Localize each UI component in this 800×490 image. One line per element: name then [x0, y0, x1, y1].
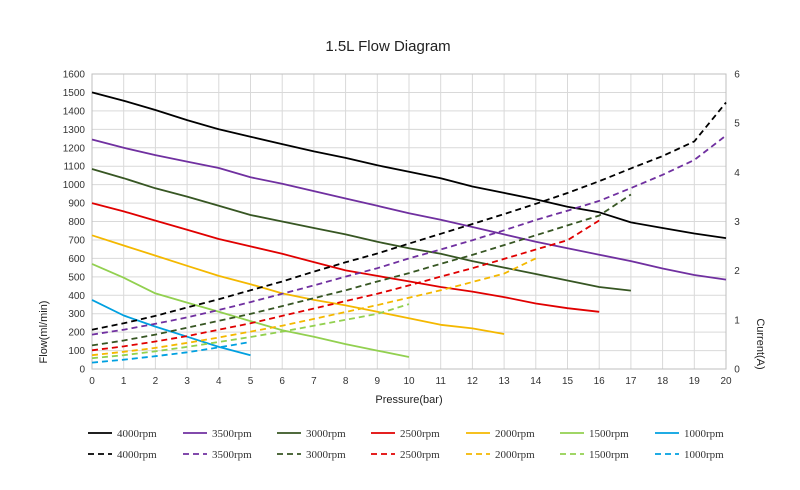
y-tick-label: 1300 [63, 125, 86, 136]
y-tick-label: 600 [68, 254, 85, 265]
x-tick-label: 18 [657, 376, 669, 387]
x-tick-label: 6 [279, 376, 285, 387]
legend-label: 2500rpm [400, 449, 440, 461]
flow-line-3000rpm [91, 168, 632, 292]
plot-border [91, 73, 727, 370]
x-tick-label: 0 [89, 376, 95, 387]
y2-axis-title: Current(A) [754, 318, 766, 369]
y-tick-label: 700 [68, 235, 85, 246]
current-line-4000rpm [91, 101, 727, 331]
chart-title: 1.5L Flow Diagram [325, 38, 450, 55]
legend-label: 1000rpm [684, 449, 724, 461]
flow-line-1500rpm [91, 263, 410, 358]
x-tick-label: 17 [625, 376, 637, 387]
x-tick-label: 9 [375, 376, 381, 387]
current-line-1500rpm [91, 303, 410, 360]
current-line-1000rpm [91, 341, 251, 364]
y-axis-title: Flow(ml/min) [38, 301, 50, 364]
x-axis-title: Pressure(bar) [375, 394, 442, 406]
y-tick-label: 500 [68, 272, 85, 283]
y-tick-label: 1100 [63, 162, 85, 173]
y2-tick-label: 6 [734, 70, 740, 81]
y2-tick-label: 3 [734, 217, 740, 228]
y-tick-label: 400 [68, 291, 85, 302]
y2-tick-label: 0 [734, 365, 740, 376]
flow-line-2000rpm [91, 234, 505, 335]
y-tick-label: 1600 [63, 70, 86, 81]
x-tick-label: 15 [562, 376, 574, 387]
current-line-2500rpm [91, 219, 600, 352]
y-tick-label: 100 [68, 346, 85, 357]
x-tick-label: 2 [153, 376, 159, 387]
legend-label: 4000rpm [117, 449, 157, 461]
x-tick-label: 10 [403, 376, 415, 387]
x-tick-label: 20 [720, 376, 732, 387]
legend-label: 2000rpm [495, 428, 535, 440]
x-tick-label: 16 [594, 376, 606, 387]
x-tick-label: 8 [343, 376, 349, 387]
y-tick-label: 1400 [63, 106, 86, 117]
y-tick-label: 1000 [63, 180, 86, 191]
y-tick-label: 900 [68, 199, 85, 210]
flow-line-2500rpm [91, 202, 600, 313]
y-tick-label: 800 [68, 217, 85, 228]
x-tick-label: 7 [311, 376, 317, 387]
legend-label: 3000rpm [306, 449, 346, 461]
y2-tick-label: 2 [734, 266, 740, 277]
x-tick-label: 14 [530, 376, 542, 387]
y-tick-label: 200 [68, 328, 85, 339]
x-tick-label: 4 [216, 376, 222, 387]
x-tick-label: 11 [436, 376, 447, 387]
y-tick-label: 1500 [63, 88, 86, 99]
x-tick-label: 5 [248, 376, 254, 387]
legend-label: 3500rpm [212, 428, 252, 440]
legend: 4000rpm 3500rpm 3000rpm 2500rpm 2000rpm 1500r… [88, 428, 724, 461]
series-group [91, 91, 727, 364]
legend-label: 1000rpm [684, 428, 724, 440]
axes: 0 1 2 3 4 5 6 7 8 9 10 11 12 13 14 15 16 17 18 19 2001002003… [63, 70, 740, 388]
x-tick-label: 12 [467, 376, 479, 387]
flow-line-4000rpm [91, 91, 727, 239]
legend-label: 1500rpm [589, 449, 629, 461]
x-tick-label: 1 [121, 376, 127, 387]
x-tick-label: 3 [184, 376, 190, 387]
legend-label: 3000rpm [306, 428, 346, 440]
y-tick-label: 0 [79, 365, 85, 376]
flow-line-3500rpm [91, 138, 727, 281]
legend-label: 4000rpm [117, 428, 157, 440]
y2-tick-label: 5 [734, 119, 740, 130]
current-line-2000rpm [91, 257, 537, 357]
legend-label: 1500rpm [589, 428, 629, 440]
legend-label: 2500rpm [400, 428, 440, 440]
current-line-3000rpm [91, 193, 632, 347]
x-tick-label: 19 [689, 376, 701, 387]
y-tick-label: 300 [68, 309, 85, 320]
x-tick-label: 13 [499, 376, 511, 387]
y-tick-label: 1200 [63, 143, 86, 154]
y2-tick-label: 1 [734, 315, 740, 326]
legend-label: 2000rpm [495, 449, 535, 461]
legend-label: 3500rpm [212, 449, 252, 461]
y2-tick-label: 4 [734, 168, 740, 179]
